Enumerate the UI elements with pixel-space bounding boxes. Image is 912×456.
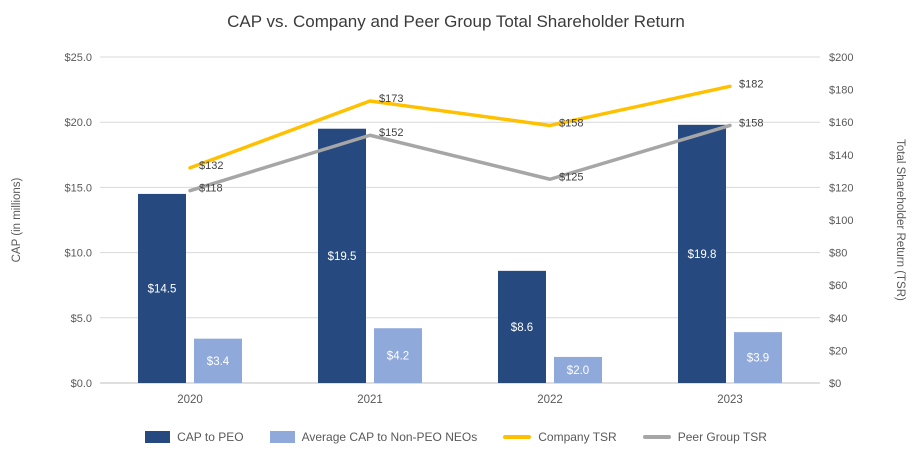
- line-data-label: $132: [199, 160, 223, 172]
- x-axis-label: 2023: [717, 394, 743, 406]
- bar-avg-cap-non-peo: [554, 356, 602, 383]
- chart-legend: CAP to PEO Average CAP to Non-PEO NEOs C…: [0, 430, 912, 444]
- x-axis-label: 2022: [537, 394, 563, 406]
- bar-cap-to-peo: [318, 128, 366, 383]
- left-axis-tick: $10.0: [64, 248, 92, 260]
- left-axis-tick: $5.0: [71, 313, 92, 325]
- right-axis-tick: $20: [829, 345, 847, 357]
- bar-data-label: $19.5: [328, 251, 357, 263]
- left-axis-tick: $20.0: [64, 117, 92, 129]
- legend-label-avg-cap-non-peo: Average CAP to Non-PEO NEOs: [301, 430, 478, 444]
- legend-label-cap-to-peo: CAP to PEO: [177, 430, 244, 444]
- bar-data-label: $2.0: [567, 365, 589, 377]
- bar-avg-cap-non-peo: [374, 328, 422, 383]
- bar-cap-to-peo: [678, 124, 726, 384]
- right-axis-tick: $60: [829, 280, 847, 292]
- legend-swatch-peer-group-tsr: [642, 435, 671, 439]
- bar-data-label: $3.4: [207, 356, 230, 368]
- line-peer-group-tsr: [188, 123, 732, 193]
- line-company-tsr: [188, 84, 732, 170]
- bar-avg-cap-non-peo: [734, 332, 782, 383]
- x-axis-label: 2021: [357, 394, 383, 406]
- bar-cap-to-peo: [498, 270, 546, 383]
- legend-label-company-tsr: Company TSR: [538, 430, 617, 444]
- line-data-label: $173: [379, 93, 403, 105]
- bar-avg-cap-non-peo: [194, 338, 242, 383]
- left-axis-tick: $25.0: [64, 52, 92, 64]
- left-axis-tick: $0.0: [71, 378, 92, 390]
- legend-swatch-cap-to-peo: [145, 431, 171, 443]
- right-axis-tick: $180: [829, 85, 853, 97]
- bar-cap-to-peo: [138, 193, 186, 383]
- x-axis-label: 2020: [177, 394, 203, 406]
- left-axis-tick: $15.0: [64, 182, 92, 194]
- line-data-label: $152: [379, 127, 403, 139]
- right-axis-tick: $120: [829, 182, 853, 194]
- line-data-label: $182: [739, 78, 763, 90]
- right-axis-title: Total Shareholder Return (TSR): [894, 139, 906, 301]
- right-axis-tick: $40: [829, 313, 847, 325]
- bar-data-label: $3.9: [747, 353, 769, 365]
- left-axis-title: CAP (in millions): [11, 177, 23, 262]
- legend-item-peer-group-tsr: Peer Group TSR: [642, 430, 767, 444]
- bar-data-label: $8.6: [511, 322, 533, 334]
- line-data-label: $158: [739, 117, 763, 129]
- right-axis-tick: $200: [829, 52, 853, 64]
- legend-item-cap-to-peo: CAP to PEO: [145, 430, 244, 444]
- bar-data-label: $4.2: [387, 351, 409, 363]
- legend-label-peer-group-tsr: Peer Group TSR: [677, 430, 767, 444]
- line-data-label: $125: [559, 171, 583, 183]
- legend-item-avg-cap-non-peo: Average CAP to Non-PEO NEOs: [269, 430, 478, 444]
- right-axis-tick: $80: [829, 248, 847, 260]
- bar-data-label: $14.5: [148, 283, 177, 295]
- right-axis-tick: $140: [829, 150, 853, 162]
- legend-item-company-tsr: Company TSR: [503, 430, 617, 444]
- legend-swatch-company-tsr: [503, 435, 532, 439]
- chart-title: CAP vs. Company and Peer Group Total Sha…: [227, 12, 685, 31]
- bar-data-label: $19.8: [688, 249, 717, 261]
- line-data-label: $158: [559, 117, 583, 129]
- right-axis-tick: $100: [829, 215, 853, 227]
- right-axis-tick: $0: [829, 378, 841, 390]
- legend-swatch-avg-cap-non-peo: [269, 431, 295, 443]
- right-axis-tick: $160: [829, 117, 853, 129]
- line-data-label: $118: [199, 183, 223, 195]
